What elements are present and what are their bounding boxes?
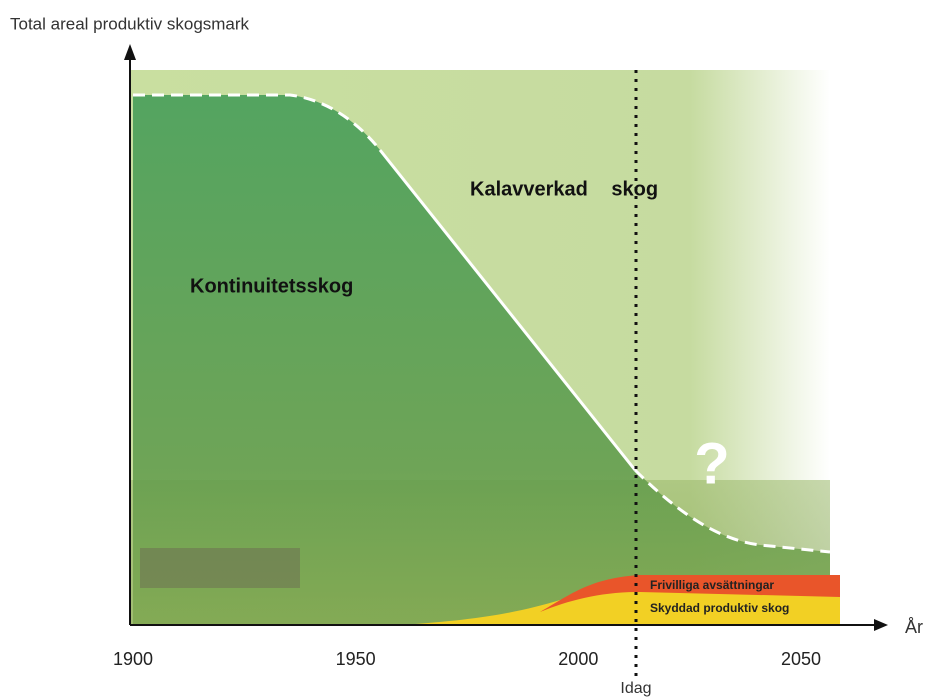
y-arrow <box>124 44 136 60</box>
x-tick-label: 2050 <box>781 649 821 669</box>
region-label: Kalavverkad skog <box>470 178 658 200</box>
x-arrow <box>874 619 888 631</box>
log <box>140 548 300 588</box>
today-label: Idag <box>620 680 651 697</box>
area-label: Skyddad produktiv skog <box>650 601 789 615</box>
x-axis-title: År <box>905 617 923 637</box>
question-mark: ? <box>694 431 729 496</box>
y-axis-title: Total areal produktiv skogsmark <box>10 14 250 33</box>
x-tick-label: 2000 <box>558 649 598 669</box>
x-tick-label: 1950 <box>336 649 376 669</box>
x-tick-label: 1900 <box>113 649 153 669</box>
area-label: Frivilliga avsättningar <box>650 578 774 592</box>
x-ticks: 1900 1950 2000 2050 <box>113 649 821 669</box>
diagram: Total areal produktiv skogsmark År Idag … <box>0 0 930 700</box>
region-label: Kontinuitetsskog <box>190 275 353 297</box>
